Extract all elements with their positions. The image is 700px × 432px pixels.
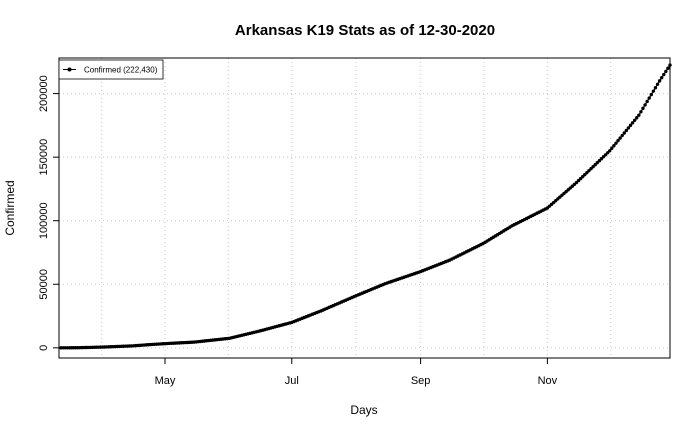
- data-point: [622, 131, 626, 135]
- data-point: [666, 66, 670, 70]
- plot-frame: [58, 57, 671, 359]
- data-point: [608, 149, 612, 153]
- x-tick-label: Sep: [411, 375, 431, 387]
- data-point: [630, 121, 635, 125]
- series-group: [59, 63, 672, 350]
- data-point: [635, 116, 639, 120]
- x-tick-label: Jul: [285, 375, 299, 387]
- y-tick-label: 100000: [38, 202, 50, 239]
- legend-marker: [67, 67, 72, 72]
- data-point: [662, 72, 666, 77]
- y-tick-label: 0: [38, 345, 50, 351]
- data-point: [651, 89, 656, 93]
- data-point: [641, 106, 645, 111]
- data-point: [659, 76, 664, 80]
- data-point: [657, 79, 662, 83]
- data-point: [628, 123, 633, 128]
- chart-title: Arkansas K19 Stats as of 12-30-2020: [235, 22, 495, 39]
- y-axis-label: Confirmed: [3, 180, 17, 235]
- data-point: [664, 69, 668, 74]
- data-point: [616, 138, 620, 143]
- y-tick-label: 150000: [38, 139, 50, 176]
- data-point: [637, 113, 641, 117]
- data-point: [643, 103, 647, 107]
- y-tick-label: 50000: [38, 269, 50, 300]
- data-point: [632, 118, 637, 122]
- legend: Confirmed (222,430): [58, 59, 164, 80]
- axes: May Jul Sep Nov 0 50000 100000 150000 200000: [38, 75, 558, 387]
- data-point: [647, 96, 651, 100]
- data-point: [624, 128, 629, 133]
- data-point: [626, 126, 631, 130]
- data-point: [653, 86, 658, 90]
- legend-box: [58, 59, 164, 80]
- data-point: [614, 141, 618, 145]
- x-axis-label: Days: [350, 403, 377, 417]
- data-point: [639, 110, 643, 114]
- data-point: [612, 144, 616, 148]
- data-point: [649, 92, 653, 97]
- data-point: [655, 82, 660, 87]
- x-tick-label: May: [155, 375, 176, 387]
- data-point: [618, 136, 622, 140]
- y-tick-label: 200000: [38, 75, 50, 112]
- data-point: [610, 146, 614, 150]
- legend-entry: Confirmed (222,430): [84, 66, 158, 75]
- data-point: [645, 99, 649, 104]
- x-tick-label: Nov: [538, 375, 558, 387]
- data-point: [620, 133, 624, 138]
